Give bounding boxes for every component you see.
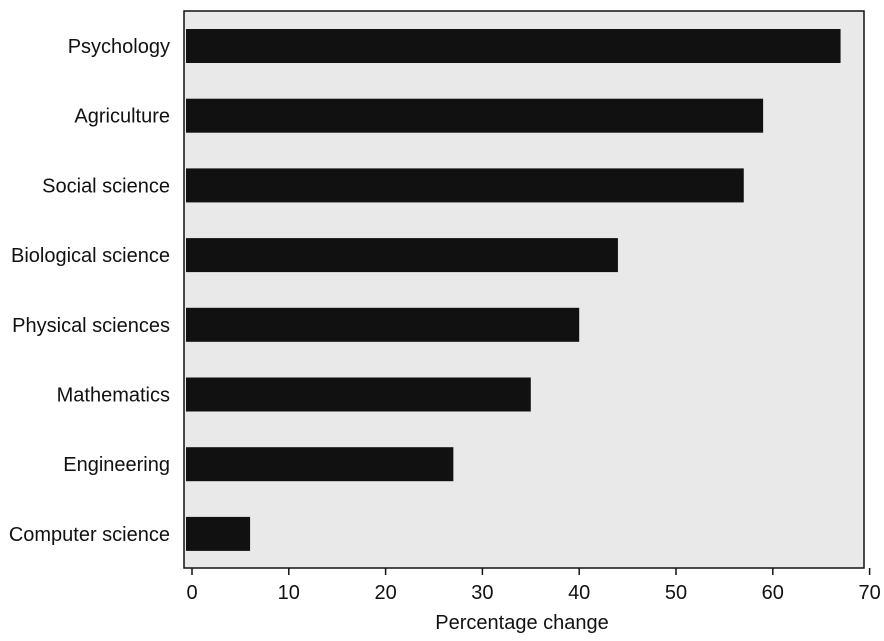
x-tick-label: 30 — [471, 582, 493, 604]
x-tick-label: 40 — [568, 582, 590, 604]
x-tick-label: 60 — [762, 582, 784, 604]
category-labels: Psychology Agriculture Social science Biolo… — [9, 36, 170, 546]
category-label-psychology: Psychology — [68, 36, 170, 58]
x-tick-label: 10 — [278, 582, 300, 604]
bar-agriculture — [186, 98, 764, 133]
category-label-physical-sciences: Physical sciences — [12, 315, 170, 337]
plot-frame — [183, 10, 865, 569]
category-label-agriculture: Agriculture — [74, 106, 170, 128]
bar-psychology — [186, 29, 841, 63]
bars-group — [186, 29, 841, 551]
plot-background — [184, 11, 864, 568]
x-tick-label: 70 — [858, 582, 880, 604]
x-tick-label: 0 — [186, 582, 197, 604]
category-label-biological-science: Biological science — [11, 245, 170, 267]
x-tick-label: 50 — [665, 582, 687, 604]
category-label-engineering: Engineering — [63, 454, 170, 476]
x-tick-label: 20 — [374, 582, 396, 604]
bar-social-science — [186, 168, 744, 203]
bar-biological-science — [186, 238, 618, 273]
bar-physical-sciences — [186, 307, 580, 342]
category-label-mathematics: Mathematics — [57, 385, 170, 407]
category-label-social-science: Social science — [42, 175, 170, 197]
bar-engineering — [186, 447, 454, 482]
x-axis-label: Percentage change — [435, 612, 608, 634]
x-axis-ticks: 0 10 20 30 40 50 60 70 — [186, 568, 881, 604]
bar-computer-science — [186, 516, 251, 551]
category-label-computer-science: Computer science — [9, 524, 170, 546]
bar-mathematics — [186, 377, 531, 412]
